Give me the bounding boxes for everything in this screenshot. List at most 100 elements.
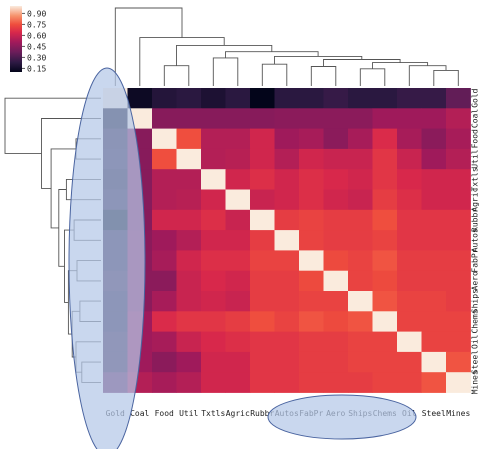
heatmap-cell-Txtls-Oil: [397, 169, 422, 190]
heatmap-cell-Coal-Steel: [421, 108, 447, 129]
heatmap-cell-Coal-FabPr: [299, 108, 324, 129]
colorbar-tick-label: 0.90: [27, 9, 46, 18]
heatmap-cells: [103, 88, 471, 393]
heatmap-cell-Autos-Agric: [225, 230, 251, 251]
heatmap-cell-Rubbr-Mines: [446, 209, 471, 231]
heatmap-cell-Steel-Autos: [274, 351, 300, 373]
column-dendrogram-link: [408, 65, 447, 86]
heatmap-cell-Autos-Aero: [323, 230, 349, 251]
heatmap-cell-Txtls-Steel: [421, 169, 447, 190]
heatmap-cell-Coal-Food: [152, 108, 177, 129]
heatmap-cell-Oil-Aero: [323, 331, 349, 353]
heatmap-cell-Ships-Oil: [397, 291, 422, 312]
heatmap-cell-Aero-Autos: [274, 270, 300, 292]
heatmap-cell-Agric-Aero: [323, 189, 349, 211]
column-dendrogram-link: [274, 55, 363, 65]
column-dendrogram-link: [114, 7, 183, 86]
x-tick-label: Rubbr: [250, 409, 274, 418]
heatmap-cell-Coal-Ships: [348, 108, 373, 129]
heatmap-cell-Txtls-Aero: [323, 169, 349, 190]
heatmap-cell-Aero-Util: [176, 270, 202, 292]
heatmap-cell-Food-Ships: [348, 128, 373, 150]
heatmap-cell-Steel-Chems: [372, 351, 398, 373]
heatmap-cell-Autos-Ships: [348, 230, 373, 251]
y-tick-label: Food: [471, 129, 480, 148]
heatmap-cell-Agric-Ships: [348, 189, 373, 211]
heatmap-cell-Rubbr-Autos: [274, 209, 300, 231]
heatmap-cell-Chems-Oil: [397, 311, 422, 332]
heatmap-cell-Coal-Autos: [274, 108, 300, 129]
heatmap-cell-Ships-Agric: [225, 291, 251, 312]
colorbar-tick-label: 0.45: [27, 42, 46, 51]
y-tick-label: Coal: [471, 109, 480, 128]
heatmap-cell-Chems-FabPr: [299, 311, 324, 332]
heatmap-cell-Autos-Chems: [372, 230, 398, 251]
y-tick-label: Txtls: [471, 167, 480, 191]
y-tick-label: Steel: [471, 350, 480, 374]
heatmap-cell-Util-Steel: [421, 148, 447, 170]
heatmap-cell-Mines-Txtls: [201, 372, 226, 393]
heatmap-cell-Txtls-Ships: [348, 169, 373, 190]
heatmap-cell-Coal-Txtls: [201, 108, 226, 129]
heatmap-cell-Oil-Rubbr: [250, 331, 275, 353]
heatmap-cell-Oil-FabPr: [299, 331, 324, 353]
heatmap-cell-Oil-Food: [152, 331, 177, 353]
heatmap-cell-Autos-Steel: [421, 230, 447, 251]
colorbar-tick-label: 0.15: [27, 64, 46, 73]
heatmap-cell-Mines-FabPr: [299, 372, 324, 393]
heatmap-cell-Coal-Util: [176, 108, 202, 129]
heatmap-cell-Util-Mines: [446, 148, 471, 170]
y-tick-label: FabPr: [471, 248, 480, 272]
heatmap-cell-Rubbr-FabPr: [299, 209, 324, 231]
heatmap-cell-Steel-Ships: [348, 351, 373, 373]
y-tick-label: Gold: [471, 88, 480, 107]
heatmap-cell-Util-Util: [176, 148, 202, 170]
heatmap-cell-Rubbr-Chems: [372, 209, 398, 231]
heatmap-cell-Chems-Ships: [348, 311, 373, 332]
heatmap-cell-Rubbr-Ships: [348, 209, 373, 231]
heatmap-cell-Food-Aero: [323, 128, 349, 150]
column-dendrogram-link: [261, 63, 288, 86]
heatmap-cell-Agric-Steel: [421, 189, 447, 211]
heatmap-cell-Steel-Aero: [323, 351, 349, 373]
x-tick-label: Coal: [130, 409, 149, 418]
heatmap-cell-Oil-Oil: [397, 331, 422, 353]
column-dendrogram-link: [139, 37, 225, 86]
heatmap-cell-Gold-Oil: [397, 88, 422, 109]
gold-column-highlight-ellipse: [68, 67, 146, 449]
heatmap-cell-Steel-Util: [176, 351, 202, 373]
heatmap-cell-Agric-Util: [176, 189, 202, 211]
heatmap-cell-Steel-Rubbr: [250, 351, 275, 373]
heatmap-cell-Oil-Steel: [421, 331, 447, 353]
heatmap-cell-Txtls-Mines: [446, 169, 471, 190]
heatmap-cell-Agric-Txtls: [201, 189, 226, 211]
heatmap-cell-Ships-Aero: [323, 291, 349, 312]
heatmap-cell-Aero-Chems: [372, 270, 398, 292]
heatmap-cell-Aero-Food: [152, 270, 177, 292]
heatmap-cell-Util-Agric: [225, 148, 251, 170]
heatmap-cell-Mines-Steel: [421, 372, 447, 393]
heatmap-cell-Gold-Chems: [372, 88, 398, 109]
heatmap-cell-Mines-Mines: [446, 372, 471, 393]
heatmap-cell-Food-Food: [152, 128, 177, 150]
heatmap-cell-Chems-Mines: [446, 311, 471, 332]
heatmap-cell-Gold-Txtls: [201, 88, 226, 109]
heatmap-cell-Chems-Txtls: [201, 311, 226, 332]
row-dendrogram-link: [4, 97, 101, 154]
heatmap-cell-Aero-Oil: [397, 270, 422, 292]
heatmap-cell-Util-Rubbr: [250, 148, 275, 170]
heatmap-cell-Txtls-Agric: [225, 169, 251, 190]
x-tick-label: Util: [179, 409, 198, 418]
heatmap-cell-Agric-Mines: [446, 189, 471, 211]
heatmap-cell-Aero-Ships: [348, 270, 373, 292]
heatmap-cell-Gold-Rubbr: [250, 88, 275, 109]
heatmap-cell-Oil-Chems: [372, 331, 398, 353]
heatmap-cell-Coal-Rubbr: [250, 108, 275, 129]
heatmap-cell-Txtls-Food: [152, 169, 177, 190]
y-tick-label: Ships: [471, 289, 480, 313]
heatmap-cell-Steel-Oil: [397, 351, 422, 373]
heatmap-cell-Ships-Mines: [446, 291, 471, 312]
heatmap-cell-FabPr-Mines: [446, 250, 471, 272]
colorbar: 0.90 0.75 0.60 0.45 0.30 0.15: [10, 6, 46, 73]
heatmap-cell-Agric-Rubbr: [250, 189, 275, 211]
